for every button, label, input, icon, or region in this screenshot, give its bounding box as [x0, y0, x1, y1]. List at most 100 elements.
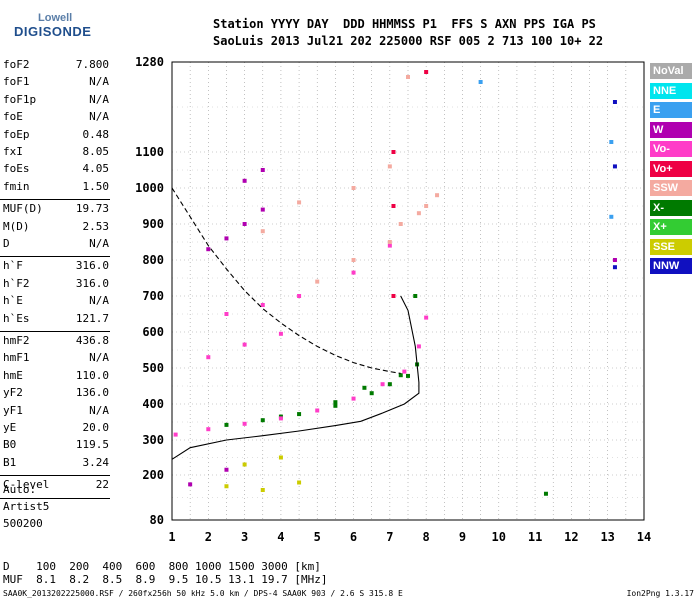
param-value: 8.05: [82, 145, 110, 158]
param-value: 110.0: [75, 368, 109, 382]
param-name: foF2: [3, 58, 30, 71]
param-value: 316.0: [75, 276, 109, 290]
data-point: [387, 243, 392, 248]
data-point: [260, 207, 265, 212]
data-point: [297, 480, 302, 485]
plot-frame: [171, 61, 645, 521]
chart-grid: [171, 61, 645, 521]
param-name: foEs: [3, 162, 30, 176]
version-label: Ion2Png 1.3.17: [626, 589, 694, 598]
param-name: yF2: [3, 386, 23, 400]
data-point: [315, 408, 320, 413]
data-point: [206, 427, 211, 432]
y-tick-label: 80: [150, 513, 164, 527]
x-tick-label: 2: [205, 530, 212, 544]
data-point: [297, 294, 302, 298]
data-point: [188, 482, 193, 487]
data-point: [351, 270, 356, 275]
y-tick-label: 1100: [135, 145, 164, 159]
header-values: SaoLuis 2013 Jul21 202 225000 RSF 005 2 …: [213, 34, 604, 48]
param-row: foE N/A: [3, 110, 109, 126]
legend-item: SSW: [650, 180, 692, 196]
param-row: foF2 7.800: [3, 58, 109, 74]
param-row: h`F2 316.0: [3, 277, 109, 293]
param-name: yF1: [3, 403, 23, 417]
data-point: [435, 193, 440, 198]
x-tick-label: 5: [314, 530, 321, 544]
data-point: [224, 467, 229, 472]
param-row: B1 3.24: [3, 456, 109, 472]
data-point: [297, 200, 302, 205]
param-value: N/A: [89, 237, 109, 250]
param-value: 20.0: [82, 421, 110, 434]
data-point: [391, 294, 396, 298]
data-point: [398, 222, 403, 226]
param-row: MUF(D) 19.73: [3, 202, 109, 218]
param-row: fxI 8.05: [3, 145, 109, 161]
legend-item: X-: [650, 199, 692, 216]
param-name: B0: [3, 438, 17, 452]
param-value: 136.0: [75, 386, 109, 400]
data-point: [612, 164, 617, 169]
param-row: fmin 1.50: [3, 180, 109, 196]
data-point: [260, 418, 265, 423]
legend-item: SSE: [650, 238, 692, 255]
param-value: N/A: [89, 92, 109, 106]
data-point: [478, 80, 483, 84]
param-row: hmF1 N/A: [3, 351, 109, 367]
legend-item: W: [650, 121, 692, 138]
param-name: foF1p: [3, 92, 37, 106]
param-value: 22: [95, 478, 109, 492]
x-tick-label: 7: [386, 530, 393, 544]
param-name: M(D): [3, 219, 30, 233]
param-row: foF1p N/A: [3, 93, 109, 109]
y-tick-label: 200: [142, 468, 164, 482]
x-tick-label: 6: [350, 530, 357, 544]
x-tick-label: 11: [528, 530, 542, 544]
param-value: 1.50: [82, 179, 110, 193]
data-point: [224, 422, 229, 427]
data-point: [242, 462, 247, 467]
data-point: [609, 140, 614, 144]
param-value: N/A: [89, 75, 109, 89]
y-tick-label: 800: [142, 253, 164, 267]
data-point: [387, 164, 392, 169]
data-point: [413, 294, 418, 298]
data-point: [315, 279, 320, 284]
param-value: 121.7: [75, 311, 109, 325]
y-tick-label: 700: [142, 289, 164, 303]
param-value: 3.24: [82, 455, 110, 469]
y-tick-label: 1000: [135, 181, 164, 195]
x-tick-label: 14: [637, 530, 651, 544]
data-point: [242, 421, 247, 426]
data-point: [278, 455, 283, 460]
x-tick-label: 10: [492, 530, 506, 544]
legend-item: NNE: [650, 82, 692, 99]
param-row: yE 20.0: [3, 421, 109, 437]
param-name: foF1: [3, 75, 30, 89]
param-value: 4.05: [82, 162, 110, 176]
data-point: [543, 491, 548, 496]
data-point: [206, 355, 211, 360]
param-row: hmE 110.0: [3, 369, 109, 385]
y-tick-labels: 80 200 300 400 500 600 700 800 900 1000 1100 1280: [135, 55, 164, 527]
param-name: foE: [3, 110, 23, 124]
data-point: [173, 432, 178, 437]
param-name: hmE: [3, 368, 23, 382]
param-value: 7.800: [75, 58, 109, 71]
data-point: [424, 204, 429, 208]
param-name: fxI: [3, 145, 23, 158]
param-row: C-level 22: [3, 478, 109, 494]
data-point: [406, 75, 410, 79]
header-labels: Station YYYY DAY DDD HHMMSS P1 FFS S AXN…: [213, 17, 596, 31]
param-separator: [0, 331, 110, 332]
param-value: 436.8: [75, 334, 109, 347]
param-name: hmF1: [3, 351, 30, 365]
param-separator: [0, 475, 110, 477]
data-point: [391, 204, 396, 208]
x-tick-label: 1: [168, 530, 175, 544]
param-row: yF2 136.0: [3, 386, 109, 402]
x-tick-label: 13: [600, 530, 614, 544]
muf-row: MUF 8.1 8.2 8.5 8.9 9.5 10.5 13.1 19.7 […: [3, 573, 328, 586]
data-point: [260, 168, 265, 172]
